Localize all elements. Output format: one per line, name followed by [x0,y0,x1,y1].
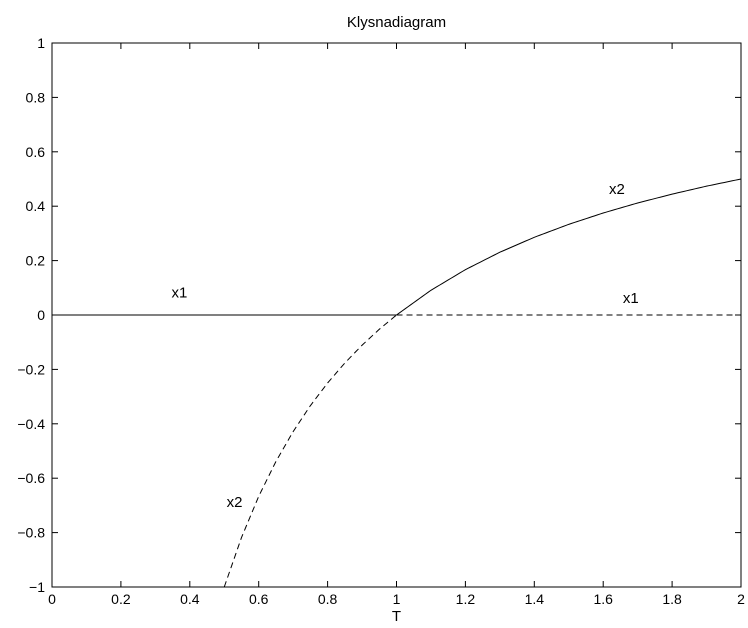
annotation-label: x2 [227,494,243,511]
x-axis-label: T [392,608,401,625]
x-tick-label: 2 [737,591,745,607]
y-tick-label: −0.8 [17,525,45,541]
y-tick-label: −0.2 [17,361,45,377]
y-tick-label: −0.4 [17,416,45,432]
x-tick-label: 1.6 [593,591,613,607]
x-tick-label: 1 [393,591,401,607]
annotation-label: x1 [172,284,188,301]
x-tick-label: 0.2 [111,591,131,607]
x-tick-label: 0.6 [249,591,269,607]
y-tick-label: 0.2 [26,253,46,269]
x-tick-label: 1.4 [525,591,545,607]
y-tick-label: −1 [29,579,45,595]
x-tick-label: 0.4 [180,591,200,607]
x-tick-label: 0.8 [318,591,338,607]
y-tick-label: −0.6 [17,470,45,486]
annotation-label: x2 [609,181,625,198]
y-tick-label: 0.4 [26,198,46,214]
annotation-label: x1 [623,290,639,307]
y-tick-label: 0 [37,307,45,323]
chart-title: Klysnadiagram [347,14,446,31]
x-tick-label: 1.2 [456,591,476,607]
x-tick-label: 0 [48,591,56,607]
x-tick-label: 1.8 [662,591,682,607]
series-line-2 [396,178,742,316]
y-tick-label: 1 [37,35,45,51]
y-tick-label: 0.8 [26,89,46,105]
series-line-4 [223,314,397,588]
y-tick-label: 0.6 [26,144,46,160]
plot-area: 0 0.2 0.4 0.6 0.8 1 1.2 1.4 1.6 1.8 2 1 0.8 0.6 0.4 0.2… [17,35,745,607]
